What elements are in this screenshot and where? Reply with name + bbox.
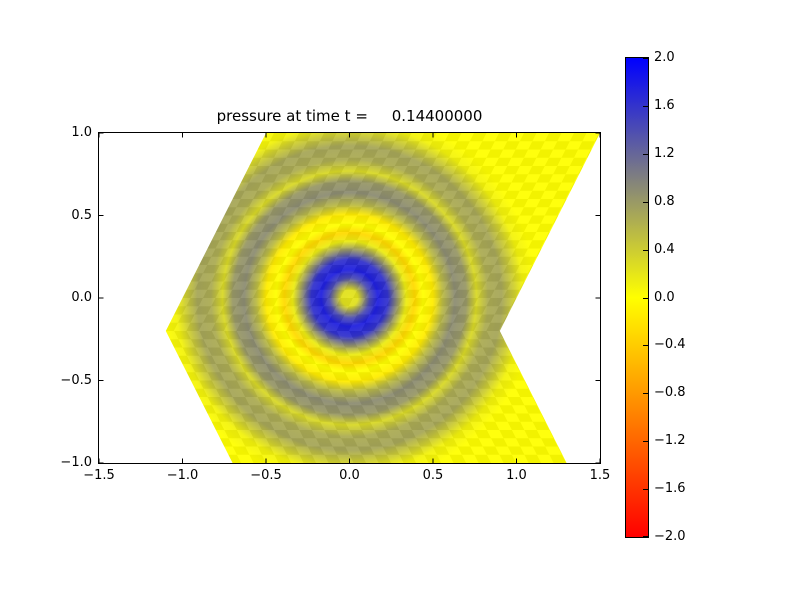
x-tick-label: −0.5 — [250, 468, 282, 483]
x-tick-label: 1.0 — [506, 468, 527, 483]
colorbar-tick — [643, 441, 648, 442]
colorbar-tick — [643, 250, 648, 251]
colorbar-tick — [643, 298, 648, 299]
colorbar-tick-label: −0.4 — [654, 337, 686, 353]
x-tick-label: 0.0 — [339, 468, 360, 483]
colorbar-tick — [643, 58, 648, 59]
colorbar-tick-label: −2.0 — [654, 529, 686, 544]
colorbar-tick — [643, 154, 648, 155]
plot-axes — [98, 132, 601, 464]
colorbar-tick-label: −0.8 — [654, 385, 686, 401]
plot-title: pressure at time t = 0.14400000 — [216, 107, 483, 125]
pseudocolor-plot — [99, 133, 600, 463]
y-tick-label: −1.0 — [60, 455, 92, 470]
x-tick-label: 1.5 — [589, 468, 611, 483]
y-tick-label: 0.0 — [71, 290, 92, 305]
colorbar-tick — [643, 393, 648, 394]
colorbar-tick-label: −1.6 — [654, 481, 686, 497]
y-tick-label: 0.5 — [71, 207, 92, 223]
colorbar-tick-label: 2.0 — [654, 50, 675, 65]
y-tick-label: −0.5 — [60, 372, 92, 388]
axis-ticks — [99, 133, 600, 463]
x-tick-label: −1.0 — [166, 468, 199, 483]
colorbar-tick — [643, 106, 648, 107]
colorbar-tick — [643, 536, 648, 537]
colorbar-tick — [643, 489, 648, 490]
colorbar-tick-label: −1.2 — [654, 433, 686, 449]
colorbar-tick — [643, 345, 648, 346]
colorbar-tick-label: 1.6 — [654, 97, 675, 113]
y-tick-label: 1.0 — [71, 125, 92, 140]
colorbar-tick-label: 0.8 — [654, 193, 675, 209]
colorbar-tick-label: 0.4 — [654, 241, 675, 257]
colorbar-tick-label: 1.2 — [654, 145, 675, 161]
colorbar-tick — [643, 202, 648, 203]
colorbar-tick-label: 0.0 — [654, 289, 675, 305]
x-tick-label: −1.5 — [83, 468, 115, 483]
colorbar — [625, 57, 649, 538]
x-tick-label: 0.5 — [422, 468, 444, 483]
